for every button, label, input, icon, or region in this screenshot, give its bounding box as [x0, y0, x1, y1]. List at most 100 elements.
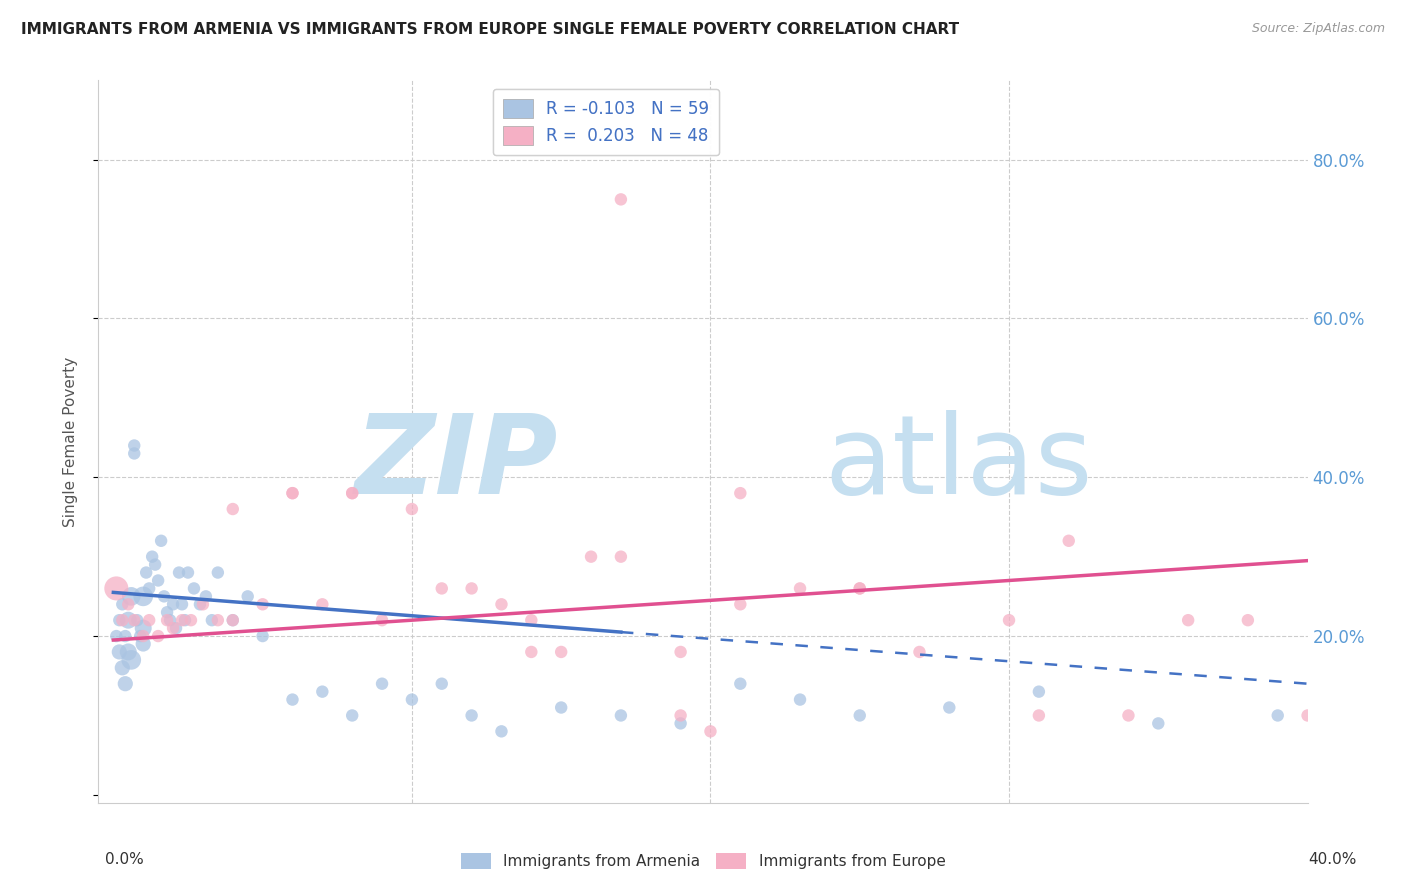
Point [848, 582, 870, 596]
Point [183, 582, 205, 596]
Point [108, 613, 131, 627]
Text: 40.0%: 40.0% [1309, 852, 1357, 867]
Point [117, 613, 139, 627]
Point [191, 597, 214, 611]
Point [730, 597, 752, 611]
Point [789, 692, 811, 706]
Point [174, 613, 197, 627]
Point [135, 566, 157, 580]
Point [848, 708, 870, 723]
Point [340, 486, 363, 500]
Point [146, 574, 169, 588]
Point [848, 582, 870, 596]
Point [579, 549, 602, 564]
Point [401, 692, 423, 706]
Point [146, 629, 169, 643]
Point [132, 621, 155, 635]
Point [730, 486, 752, 500]
Point [162, 621, 184, 635]
Point [1267, 708, 1289, 723]
Point [207, 613, 229, 627]
Point [180, 613, 202, 627]
Point [141, 549, 163, 564]
Point [669, 716, 692, 731]
Point [669, 708, 692, 723]
Point [117, 597, 139, 611]
Point [222, 613, 245, 627]
Point [699, 724, 721, 739]
Point [159, 613, 181, 627]
Point [340, 486, 363, 500]
Point [167, 566, 190, 580]
Point [520, 613, 543, 627]
Point [908, 645, 931, 659]
Point [1177, 613, 1199, 627]
Point [222, 613, 245, 627]
Text: Source: ZipAtlas.com: Source: ZipAtlas.com [1251, 22, 1385, 36]
Point [1028, 684, 1050, 698]
Point [520, 645, 543, 659]
Point [371, 676, 394, 690]
Point [143, 558, 166, 572]
Point [252, 629, 274, 643]
Point [550, 645, 572, 659]
Point [156, 605, 179, 619]
Text: ZIP: ZIP [354, 409, 558, 516]
Legend: Immigrants from Armenia, Immigrants from Europe: Immigrants from Armenia, Immigrants from… [454, 847, 952, 875]
Point [252, 597, 274, 611]
Point [1028, 708, 1050, 723]
Point [170, 613, 193, 627]
Point [177, 566, 200, 580]
Point [1237, 613, 1260, 627]
Point [132, 590, 155, 604]
Legend: R = -0.103   N = 59, R =  0.203   N = 48: R = -0.103 N = 59, R = 0.203 N = 48 [494, 88, 720, 155]
Point [122, 438, 145, 452]
Point [311, 597, 333, 611]
Point [669, 645, 692, 659]
Point [1057, 533, 1080, 548]
Point [201, 613, 224, 627]
Point [207, 566, 229, 580]
Point [789, 582, 811, 596]
Point [281, 692, 304, 706]
Point [138, 582, 160, 596]
Point [132, 637, 155, 651]
Point [105, 629, 128, 643]
Point [236, 590, 259, 604]
Point [105, 582, 128, 596]
Point [222, 502, 245, 516]
Point [108, 645, 131, 659]
Point [114, 629, 136, 643]
Point [1296, 708, 1319, 723]
Point [111, 597, 134, 611]
Point [610, 193, 633, 207]
Point [430, 582, 453, 596]
Point [610, 708, 633, 723]
Point [170, 597, 193, 611]
Y-axis label: Single Female Poverty: Single Female Poverty [63, 357, 77, 526]
Point [165, 621, 187, 635]
Point [132, 629, 155, 643]
Point [340, 708, 363, 723]
Point [138, 613, 160, 627]
Point [188, 597, 211, 611]
Point [311, 684, 333, 698]
Point [153, 590, 176, 604]
Point [122, 613, 145, 627]
Point [401, 502, 423, 516]
Point [111, 613, 134, 627]
Point [114, 676, 136, 690]
Point [460, 708, 482, 723]
Point [122, 446, 145, 460]
Point [117, 645, 139, 659]
Point [281, 486, 304, 500]
Point [491, 724, 513, 739]
Point [162, 597, 184, 611]
Point [120, 590, 142, 604]
Point [1147, 716, 1170, 731]
Point [550, 700, 572, 714]
Point [129, 629, 152, 643]
Point [127, 613, 149, 627]
Point [491, 597, 513, 611]
Point [938, 700, 960, 714]
